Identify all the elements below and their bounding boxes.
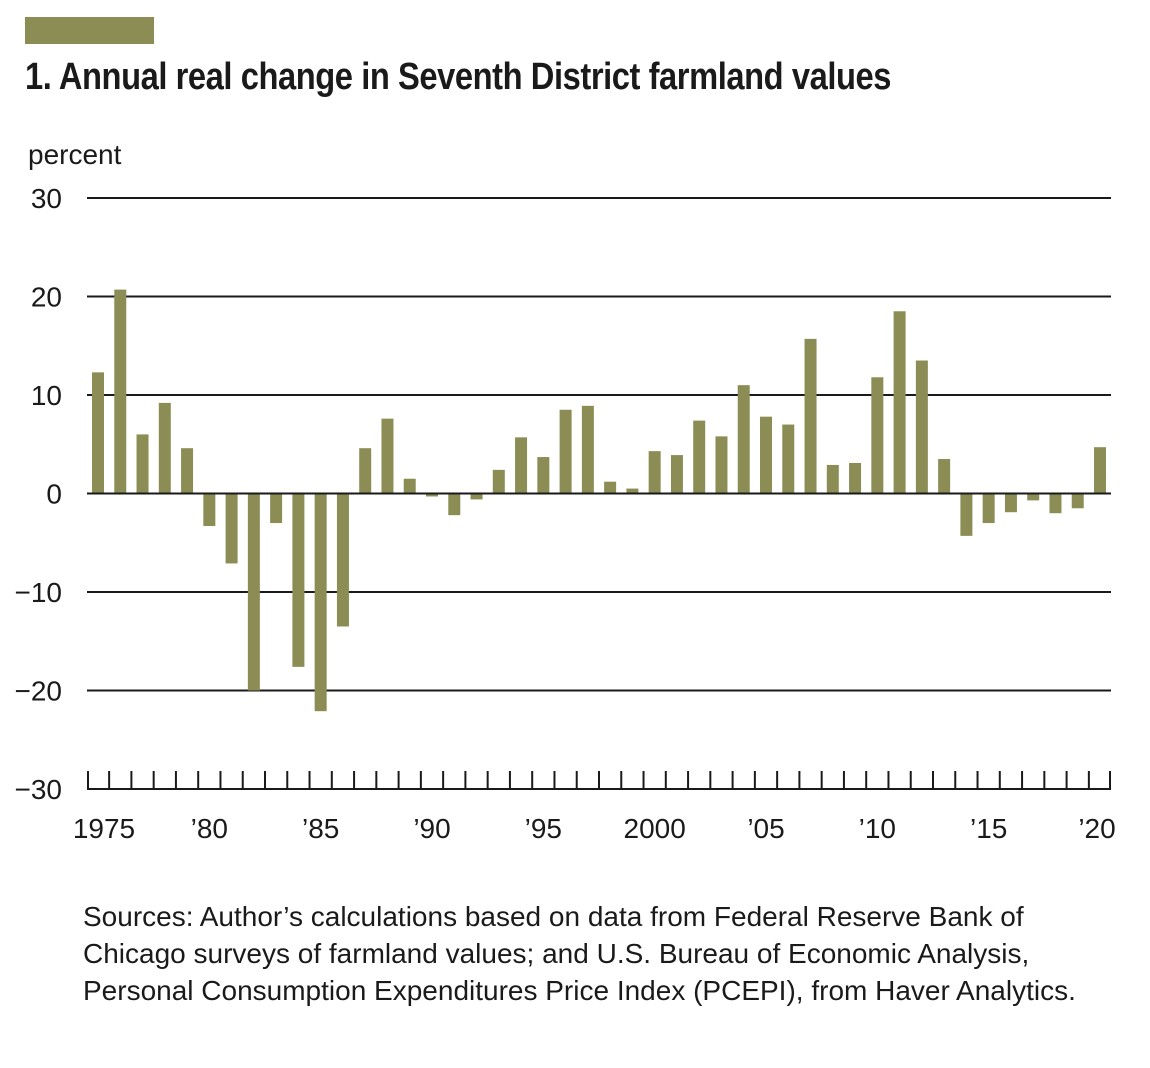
bar-2003 bbox=[715, 436, 728, 494]
x-tick-label-1985: ’85 bbox=[302, 813, 339, 844]
bar-2013 bbox=[938, 459, 951, 494]
bar-1978 bbox=[158, 402, 171, 494]
x-tick-label-2020: ’20 bbox=[1078, 813, 1115, 844]
bar-2012 bbox=[915, 360, 928, 494]
bar-1982 bbox=[247, 493, 260, 691]
bar-2000 bbox=[648, 451, 661, 494]
bar-1999 bbox=[626, 488, 639, 494]
bar-1989 bbox=[403, 478, 416, 494]
y-tick-label-neg30: −30 bbox=[15, 774, 63, 805]
bar-2010 bbox=[871, 377, 884, 494]
x-tick-label-1990: ’90 bbox=[413, 813, 450, 844]
bar-2002 bbox=[693, 420, 706, 494]
bar-1994 bbox=[515, 437, 528, 494]
bar-1983 bbox=[270, 493, 283, 524]
bar-1993 bbox=[492, 469, 505, 494]
bar-2008 bbox=[826, 464, 839, 494]
y-tick-label-0: 0 bbox=[46, 479, 62, 510]
y-tick-label-neg20: −20 bbox=[15, 676, 63, 707]
bar-2019 bbox=[1071, 493, 1084, 509]
bar-1998 bbox=[604, 481, 617, 494]
y-tick-label-10: 10 bbox=[31, 380, 62, 411]
bar-2011 bbox=[893, 311, 906, 494]
bar-1975 bbox=[92, 372, 104, 494]
bar-1992 bbox=[470, 493, 483, 500]
bar-1995 bbox=[537, 457, 550, 494]
bar-1991 bbox=[448, 493, 461, 516]
bar-1986 bbox=[336, 493, 349, 627]
y-axis-label: percent bbox=[28, 139, 122, 170]
x-tick-label-2005: ’05 bbox=[747, 813, 784, 844]
bar-1979 bbox=[181, 448, 194, 494]
y-tick-label-30: 30 bbox=[31, 183, 62, 214]
bar-1985 bbox=[314, 493, 327, 712]
bar-1981 bbox=[225, 493, 238, 564]
bar-2009 bbox=[849, 462, 862, 494]
bar-1976 bbox=[114, 289, 127, 494]
x-tick-label-1995: ’95 bbox=[525, 813, 562, 844]
bar-1977 bbox=[136, 434, 149, 494]
bar-1987 bbox=[359, 448, 372, 494]
bar-2004 bbox=[737, 385, 750, 494]
x-tick-label-1980: ’80 bbox=[191, 813, 228, 844]
source-note: Sources: Author’s calculations based on … bbox=[83, 901, 1076, 1006]
bar-2006 bbox=[782, 424, 795, 494]
chart-title: 1. Annual real change in Seventh Distric… bbox=[25, 56, 891, 98]
bar-2020 bbox=[1094, 447, 1106, 494]
bar-2005 bbox=[760, 416, 772, 494]
bar-2016 bbox=[1004, 493, 1017, 513]
bar-1984 bbox=[292, 493, 305, 667]
x-tick-label-2000: 2000 bbox=[624, 813, 686, 844]
bar-1988 bbox=[381, 418, 394, 494]
bar-1980 bbox=[203, 493, 216, 527]
bar-1996 bbox=[559, 409, 572, 494]
x-tick-label-2015: ’15 bbox=[970, 813, 1007, 844]
x-tick-label-1975: 1975 bbox=[73, 813, 135, 844]
title-accent-bar bbox=[25, 17, 154, 44]
x-tick-label-2010: ’10 bbox=[859, 813, 896, 844]
bar-1997 bbox=[581, 405, 594, 494]
bar-2015 bbox=[982, 493, 995, 524]
y-tick-label-neg10: −10 bbox=[15, 577, 63, 608]
y-tick-label-20: 20 bbox=[31, 282, 62, 313]
bar-2018 bbox=[1049, 493, 1062, 514]
bar-2017 bbox=[1027, 493, 1040, 501]
bar-2007 bbox=[804, 338, 817, 494]
bar-2001 bbox=[670, 455, 683, 494]
bar-1990 bbox=[426, 493, 438, 497]
bar-2014 bbox=[960, 493, 973, 536]
